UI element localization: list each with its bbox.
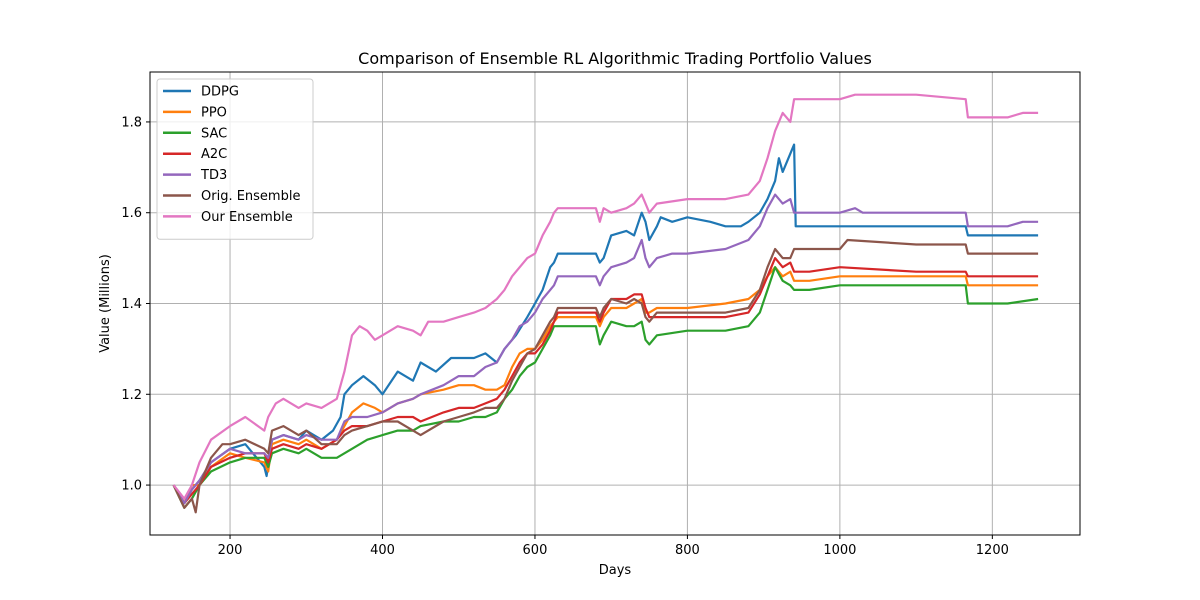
- series-line-ddpg: [172, 143, 1039, 505]
- y-tick-label: 1.6: [121, 206, 142, 221]
- legend-label-ppo: PPO: [201, 105, 227, 120]
- series-line-a2c: [172, 257, 1039, 505]
- legend-label-our-ensemble: Our Ensemble: [201, 210, 293, 225]
- series-layer: [172, 93, 1039, 514]
- ticks: 200 400 600 800 1000 1200 1.0 1.2 1.4 1.6 1.8: [121, 115, 1009, 558]
- legend-label-ddpg: DDPG: [201, 85, 239, 100]
- series-line-sac: [172, 266, 1039, 509]
- y-tick-label: 1.2: [121, 388, 142, 403]
- chart-title: Comparison of Ensemble RL Algorithmic Tr…: [358, 49, 872, 68]
- legend: DDPG PPO SAC A2C TD3 Orig. Ensemble Our Ensemb…: [156, 78, 314, 240]
- x-tick-label: 400: [370, 543, 395, 558]
- legend-label-orig-ensemble: Orig. Ensemble: [201, 189, 300, 204]
- y-axis-label: Value (Millions): [98, 254, 113, 353]
- legend-box: [156, 78, 314, 240]
- series-line-ppo: [172, 266, 1039, 505]
- y-tick-label: 1.0: [121, 479, 142, 494]
- x-axis-label: Days: [599, 563, 632, 578]
- x-tick-label: 800: [675, 543, 700, 558]
- y-tick-label: 1.8: [121, 115, 142, 130]
- y-tick-label: 1.4: [121, 297, 142, 312]
- legend-label-td3: TD3: [200, 168, 227, 183]
- legend-label-a2c: A2C: [201, 147, 227, 162]
- x-tick-label: 1200: [976, 543, 1009, 558]
- series-line-our-ensemble: [172, 93, 1039, 500]
- series-line-orig-ensemble: [172, 238, 1039, 514]
- series-line-td3: [172, 193, 1039, 505]
- x-tick-label: 1000: [823, 543, 856, 558]
- legend-label-sac: SAC: [201, 126, 227, 141]
- x-tick-label: 600: [523, 543, 548, 558]
- x-tick-label: 200: [218, 543, 243, 558]
